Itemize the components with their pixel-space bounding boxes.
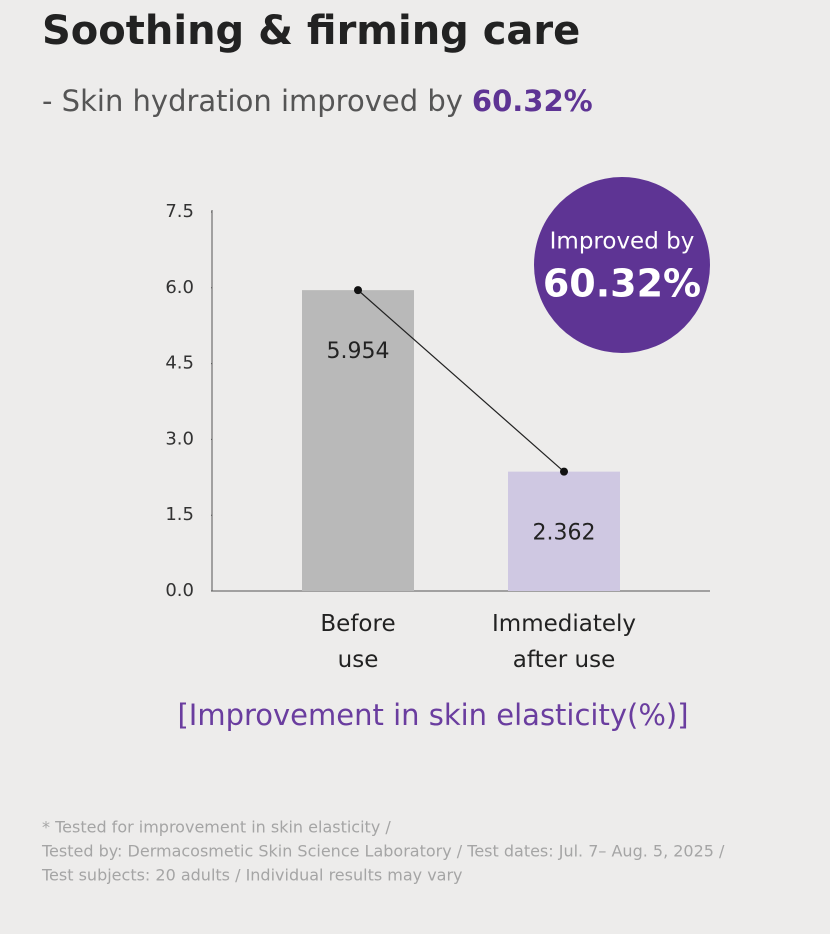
y-tick-label: 6.0 xyxy=(165,277,194,298)
badge-line1: Improved by xyxy=(550,229,695,255)
trend-dot xyxy=(560,467,568,476)
subtitle-highlight: 60.32% xyxy=(472,84,593,118)
subtitle: - Skin hydration improved by 60.32% xyxy=(42,84,593,118)
badge xyxy=(534,177,710,353)
value-label: 2.362 xyxy=(533,521,596,546)
value-label: 5.954 xyxy=(327,339,390,364)
y-tick-label: 4.5 xyxy=(165,353,194,374)
y-tick-label: 3.0 xyxy=(165,428,194,449)
trend-line xyxy=(357,289,565,473)
x-tick-label: Immediately after use xyxy=(492,611,636,673)
y-tick-label: 7.5 xyxy=(165,201,194,222)
footnote: Test subjects: 20 adults / Individual re… xyxy=(41,866,463,885)
badge-line2: 60.32% xyxy=(543,262,701,306)
bar xyxy=(302,290,414,591)
title: Soothing & firming care xyxy=(42,8,580,54)
footnote: * Tested for improvement in skin elastic… xyxy=(42,818,391,837)
bar xyxy=(508,471,620,591)
y-tick-label: 0.0 xyxy=(165,580,194,601)
x-axis-label: [Improvement in skin elasticity(%)] xyxy=(177,698,688,732)
y-tick-label: 1.5 xyxy=(165,504,194,525)
subtitle-text: - Skin hydration improved by xyxy=(42,84,463,118)
trend-dot xyxy=(354,286,362,295)
x-tick-label: Before use xyxy=(320,611,396,673)
footnote: Tested by: Dermacosmetic Skin Science La… xyxy=(41,842,725,861)
